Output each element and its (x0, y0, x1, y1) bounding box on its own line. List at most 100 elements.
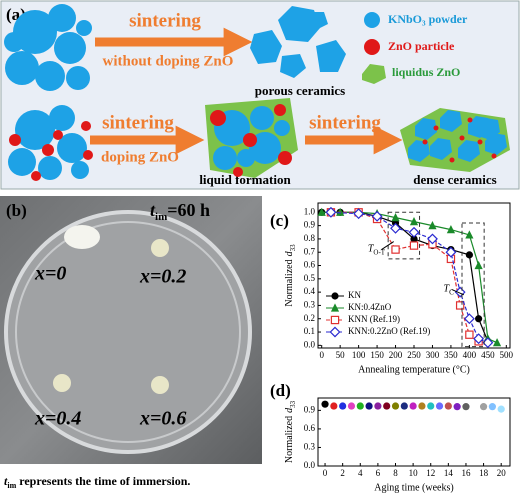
grain (280, 54, 306, 78)
particle (76, 20, 92, 36)
data-point (475, 315, 483, 323)
legend-label: KNN:0.2ZnO (Ref.19) (348, 326, 430, 336)
data-point (347, 402, 356, 410)
x-tick-label: 0 (323, 468, 328, 478)
y-tick-label: 0.1 (304, 326, 315, 336)
y-tick-label: 0.0 (304, 339, 316, 349)
annotation: TC (444, 284, 455, 296)
time-rest: =60 h (167, 200, 210, 220)
x-tick-label: 0 (319, 350, 324, 360)
x-tick-label: 10 (409, 468, 419, 478)
x-tick-label: 150 (370, 350, 384, 360)
legend-marker (331, 292, 339, 300)
y-tick-label: 0.4 (304, 286, 316, 296)
y-label-var: d (284, 407, 295, 413)
panel-a: (a) sintering without doping ZnO porous … (4, 4, 510, 187)
x-tick-label: 50 (336, 350, 346, 360)
particle (477, 139, 483, 145)
data-point (479, 403, 488, 411)
particle (433, 125, 439, 131)
data-point (445, 246, 457, 258)
result-label: porous ceramics (255, 83, 345, 98)
particle (459, 135, 465, 141)
data-point (391, 402, 400, 410)
x-axis-label: Aging time (weeks) (374, 482, 453, 493)
data-point (492, 338, 502, 347)
data-point (330, 402, 338, 410)
particle (35, 61, 65, 91)
particle (422, 139, 428, 145)
y-label-text: Normalized (284, 416, 295, 463)
particle (243, 133, 257, 147)
data-point (473, 333, 485, 345)
data-point (463, 313, 475, 325)
x-tick-label: 8 (393, 468, 398, 478)
sample (64, 225, 100, 249)
grain (440, 110, 462, 132)
data-point (391, 245, 400, 254)
particle (467, 117, 473, 123)
data-point (428, 221, 437, 230)
data-point (488, 403, 496, 411)
sample (53, 374, 71, 392)
data-point (409, 241, 419, 250)
arrow-label: sintering (102, 112, 174, 133)
legend-marker (330, 303, 340, 312)
annotation-sub: O-T (373, 248, 385, 256)
data-point (465, 251, 473, 259)
x-tick-label: 500 (500, 350, 514, 360)
data-point (410, 235, 418, 243)
particle (42, 144, 54, 156)
data-point (453, 403, 461, 411)
legend-label: KN:0.4ZnO (348, 302, 392, 312)
legend-label: ZnO particle (388, 39, 455, 53)
particle (31, 171, 41, 181)
particle (8, 148, 36, 176)
arrow-label: without doping ZnO (103, 53, 234, 69)
x-tick-label: 100 (352, 350, 366, 360)
arrow-label: doping ZnO (101, 149, 179, 165)
caption-rest: represents the time of immersion. (16, 474, 190, 488)
particle (57, 133, 87, 163)
data-point (391, 213, 400, 222)
series-line (321, 211, 489, 342)
data-point (390, 222, 401, 234)
data-point (482, 337, 494, 349)
time-label: tim=60 h (150, 200, 210, 222)
y-tick-label: 0.8 (304, 233, 316, 243)
data-point (365, 402, 373, 410)
y-tick-label: 1.0 (304, 206, 316, 216)
caption: tim represents the time of immersion. (4, 474, 190, 490)
y-axis-label: Normalized d33 (284, 244, 296, 307)
x-tick-label: 250 (407, 350, 421, 360)
y-label-sub: 33 (289, 244, 297, 252)
petri-dish (4, 210, 252, 454)
particle (5, 51, 39, 85)
data-point (409, 217, 419, 226)
grain (430, 138, 452, 160)
x-tick-label: 2 (340, 468, 345, 478)
data-point (408, 226, 420, 238)
x-tick-label: 16 (461, 468, 471, 478)
grain (316, 40, 346, 72)
particle (210, 110, 226, 126)
highlight-box (461, 222, 485, 348)
grain (408, 140, 430, 162)
data-point (418, 402, 426, 410)
data-point (497, 405, 505, 413)
y-tick-label: 0.9 (304, 220, 316, 230)
legend-label: liquidus ZnO (392, 65, 460, 79)
y-axis-label: Normalized d33 (284, 400, 296, 463)
particle (491, 153, 497, 159)
legend-marker (329, 326, 341, 338)
particle (4, 32, 24, 52)
caption-var: t (4, 474, 8, 488)
grain (250, 30, 282, 64)
data-point (427, 402, 435, 410)
particle (278, 151, 292, 165)
particle (213, 146, 237, 170)
x-tick-label: 450 (481, 350, 495, 360)
y-tick-label: 0.3 (304, 442, 316, 452)
arrow-label: sintering (129, 10, 201, 31)
